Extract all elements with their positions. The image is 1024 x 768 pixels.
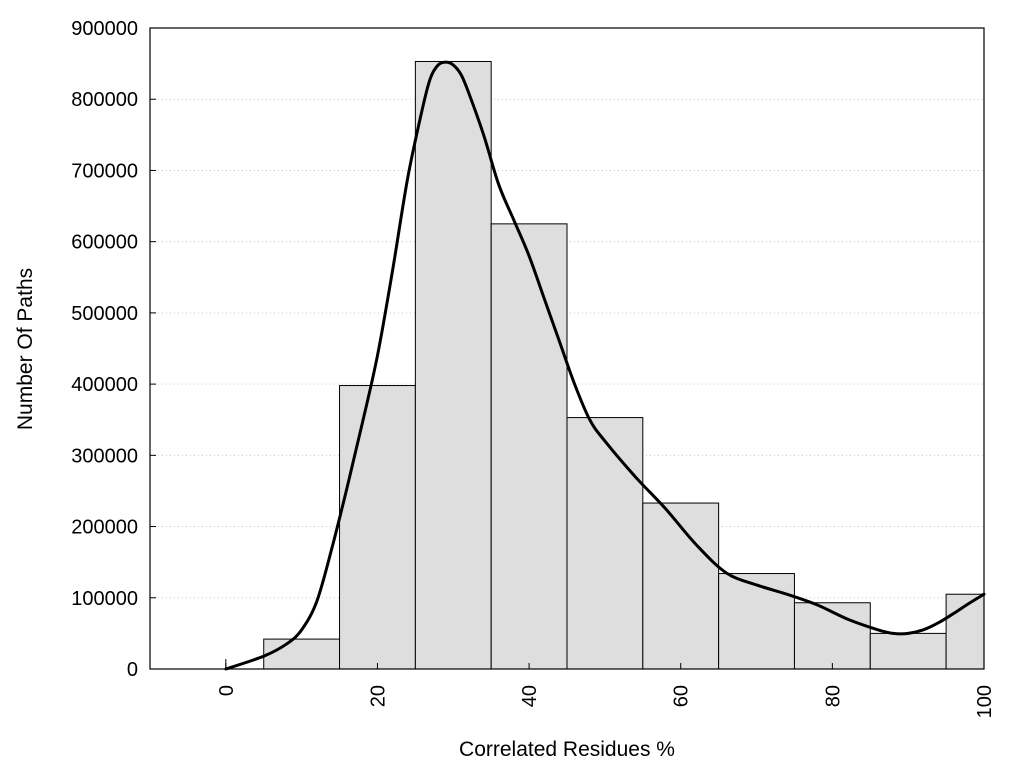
y-tick-label: 500000 [71, 303, 138, 325]
x-tick-label: 100 [974, 685, 996, 718]
density-curve [224, 60, 986, 671]
histogram-bar [490, 223, 568, 670]
y-tick-label: 900000 [71, 18, 138, 40]
y-tick-label: 0 [127, 659, 138, 681]
density-curve-group [224, 60, 986, 671]
x-tick-label: 20 [367, 685, 389, 707]
y-tick-label: 600000 [71, 232, 138, 254]
x-tick-label: 80 [822, 685, 844, 707]
histogram-bar [339, 385, 416, 670]
y-axis-title: Number Of Paths [14, 268, 37, 430]
y-tick-label: 200000 [71, 517, 138, 539]
y-tick-label: 400000 [71, 374, 138, 396]
histogram-bars [225, 60, 985, 670]
y-tick-label: 800000 [71, 89, 138, 111]
x-axis-ticks: 0 20 40 60 80 100 [216, 663, 996, 718]
x-tick-label: 0 [216, 685, 238, 696]
x-axis-title: Correlated Residues % [459, 738, 675, 761]
y-tick-label: 300000 [71, 445, 138, 467]
x-tick-label: 40 [519, 685, 541, 707]
histogram-bar [869, 632, 947, 670]
y-tick-label: 700000 [71, 160, 138, 182]
histogram-bar [263, 638, 341, 670]
histogram-bar [414, 60, 492, 670]
plot-frame [149, 27, 985, 670]
histogram-bar [642, 502, 720, 670]
y-axis-ticks: 0 100000 200000 300000 400000 500000 600000 700… [71, 18, 156, 681]
histogram-bar [718, 573, 795, 670]
x-tick-label: 60 [671, 685, 693, 707]
y-tick-label: 100000 [71, 588, 138, 610]
histogram-bar [566, 417, 644, 670]
